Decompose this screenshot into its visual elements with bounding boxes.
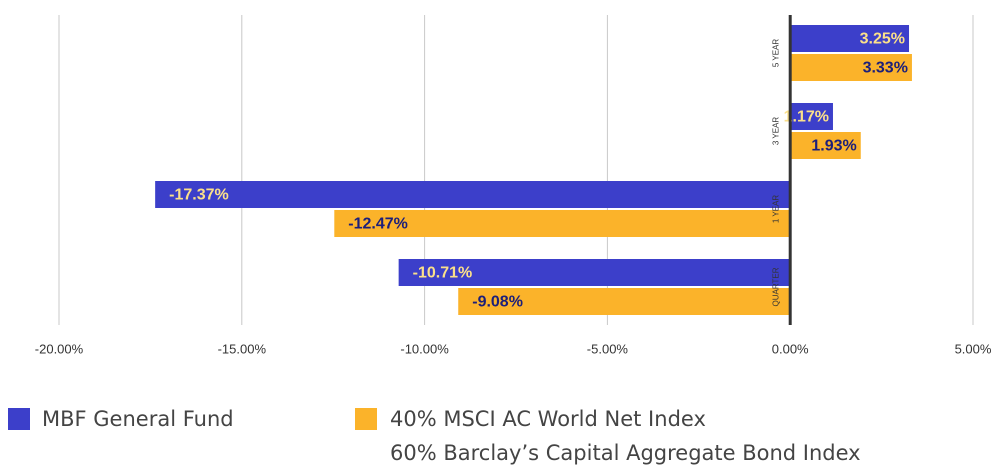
value-label: 1.93% (811, 138, 856, 155)
x-tick-label: -15.00% (218, 341, 267, 356)
x-tick-label: -10.00% (400, 341, 449, 356)
legend-swatch (355, 408, 377, 430)
legend-swatch (8, 408, 30, 430)
bar (790, 25, 910, 52)
bar (458, 288, 791, 315)
value-label: 3.33% (863, 60, 908, 77)
bar (334, 210, 791, 237)
x-tick-label: 0.00% (772, 341, 809, 356)
x-tick-label: 5.00% (955, 341, 992, 356)
bar (155, 181, 791, 208)
x-tick-label: -5.00% (587, 341, 629, 356)
value-label: -12.47% (348, 216, 408, 233)
bar (790, 54, 912, 81)
legend-label: 40% MSCI AC World Net Index 60% Barclay’… (390, 407, 861, 465)
bar (790, 103, 833, 130)
bar (398, 259, 791, 286)
value-label: 1.17% (784, 109, 829, 126)
value-label: -9.08% (472, 294, 523, 311)
category-label: 1 YEAR (771, 195, 780, 224)
value-label: -17.37% (169, 187, 229, 204)
value-label: 3.25% (860, 31, 905, 48)
bar (790, 132, 861, 159)
category-label: QUARTER (771, 267, 780, 306)
category-label: 5 YEAR (771, 39, 780, 68)
value-label: -10.71% (413, 265, 473, 282)
x-tick-label: -20.00% (35, 341, 84, 356)
category-label: 3 YEAR (771, 117, 780, 146)
legend-label: MBF General Fund (42, 407, 234, 431)
